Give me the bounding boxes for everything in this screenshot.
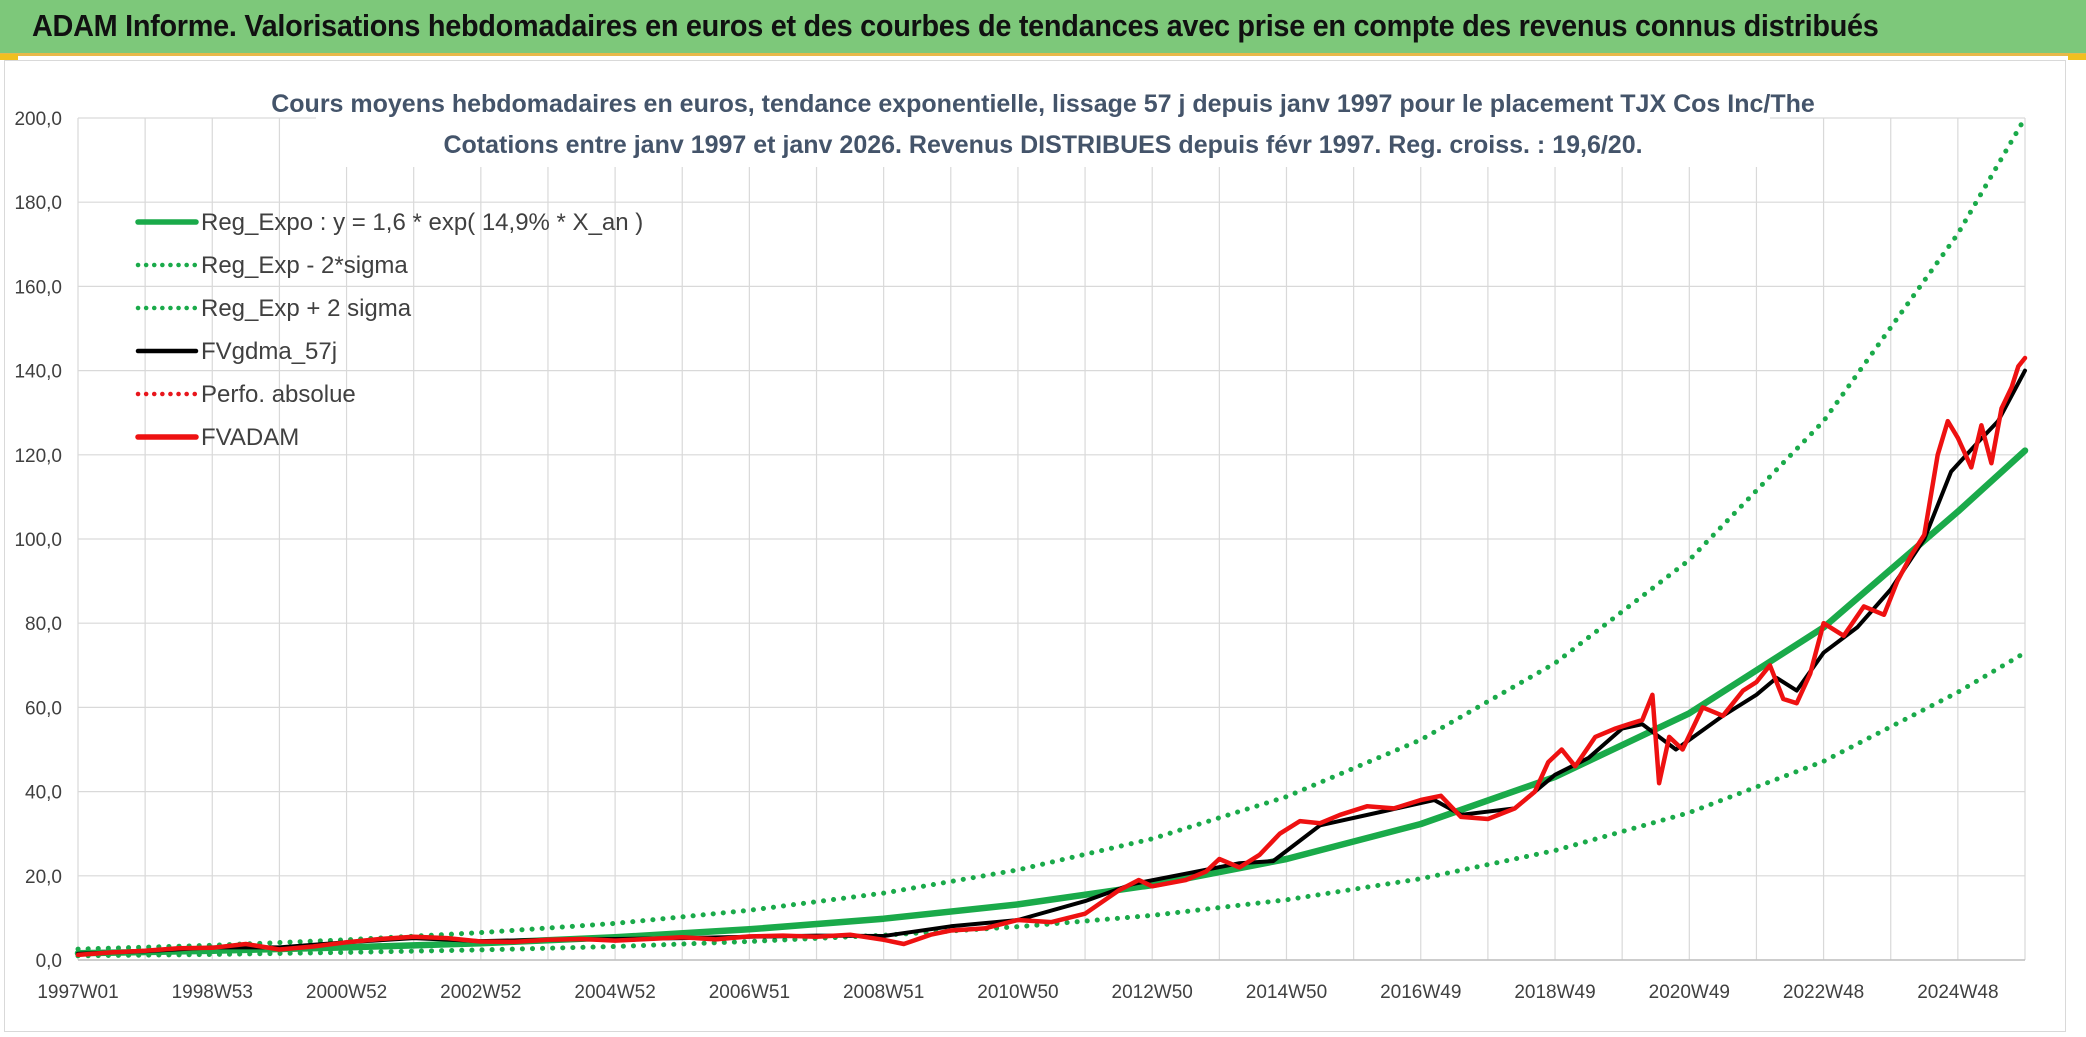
x-tick-label: 2014W50 bbox=[1246, 982, 1327, 1003]
chart-legend: Reg_Expo : y = 1,6 * exp( 14,9% * X_an )… bbox=[135, 209, 643, 451]
series-line-5 bbox=[75, 355, 2028, 958]
series-line-3 bbox=[76, 368, 2027, 956]
legend-label: FVgdma_57j bbox=[201, 338, 337, 365]
x-tick-label: 2018W49 bbox=[1514, 982, 1595, 1003]
y-tick-label: 200,0 bbox=[14, 109, 62, 130]
x-tick-label: 2002W52 bbox=[440, 982, 521, 1003]
chart-title-background bbox=[316, 87, 1770, 167]
series-line-2 bbox=[75, 115, 2028, 952]
y-tick-label: 140,0 bbox=[14, 362, 62, 383]
report-banner: ADAM Informe. Valorisations hebdomadaire… bbox=[0, 0, 2086, 56]
series-line-0 bbox=[74, 447, 2029, 957]
x-tick-label: 2016W49 bbox=[1380, 982, 1461, 1003]
y-tick-label: 60,0 bbox=[25, 698, 62, 719]
y-tick-label: 20,0 bbox=[25, 867, 62, 888]
legend-label: Reg_Expo : y = 1,6 * exp( 14,9% * X_an ) bbox=[201, 209, 643, 236]
y-tick-label: 180,0 bbox=[14, 193, 62, 214]
chart-grid bbox=[77, 117, 2026, 961]
chart-subtitle: Cotations entre janv 1997 et janv 2026. … bbox=[443, 131, 1642, 159]
chart-frame bbox=[4, 60, 2066, 1032]
x-tick-label: 2000W52 bbox=[306, 982, 387, 1003]
report-title: ADAM Informe. Valorisations hebdomadaire… bbox=[32, 8, 1879, 43]
x-tick-label: 2022W48 bbox=[1783, 982, 1864, 1003]
legend-label: Perfo. absolue bbox=[201, 381, 356, 408]
y-axis-ticks: 0,0 20,0 40,0 60,0 80,0 100,0 120,0 140,0 160,0 1… bbox=[14, 109, 62, 972]
legend-label: Reg_Exp - 2*sigma bbox=[201, 252, 408, 279]
chart-title: Cours moyens hebdomadaires en euros, ten… bbox=[271, 90, 1815, 118]
x-axis-ticks: 1997W01 1998W53 2000W52 2002W52 2004W52 2006W… bbox=[37, 982, 1998, 1003]
x-tick-label: 2006W51 bbox=[709, 982, 790, 1003]
y-tick-label: 160,0 bbox=[14, 277, 62, 298]
legend-label: Reg_Exp + 2 sigma bbox=[201, 295, 412, 322]
legend-label: FVADAM bbox=[201, 424, 299, 451]
x-tick-label: 1997W01 bbox=[37, 982, 118, 1003]
left-corner-accent bbox=[0, 54, 18, 60]
chart-series bbox=[74, 115, 2029, 959]
y-tick-label: 80,0 bbox=[25, 614, 62, 635]
right-corner-accent bbox=[2068, 54, 2086, 60]
y-tick-label: 100,0 bbox=[14, 530, 62, 551]
x-tick-label: 2020W49 bbox=[1649, 982, 1730, 1003]
x-tick-label: 1998W53 bbox=[172, 982, 253, 1003]
series-line-1 bbox=[75, 650, 2028, 959]
y-tick-label: 0,0 bbox=[36, 951, 62, 972]
x-tick-label: 2010W50 bbox=[977, 982, 1058, 1003]
y-tick-label: 120,0 bbox=[14, 446, 62, 467]
x-tick-label: 2012W50 bbox=[1112, 982, 1193, 1003]
x-tick-label: 2008W51 bbox=[843, 982, 924, 1003]
x-tick-label: 2024W48 bbox=[1917, 982, 1998, 1003]
x-tick-label: 2004W52 bbox=[574, 982, 655, 1003]
y-tick-label: 40,0 bbox=[25, 783, 62, 804]
